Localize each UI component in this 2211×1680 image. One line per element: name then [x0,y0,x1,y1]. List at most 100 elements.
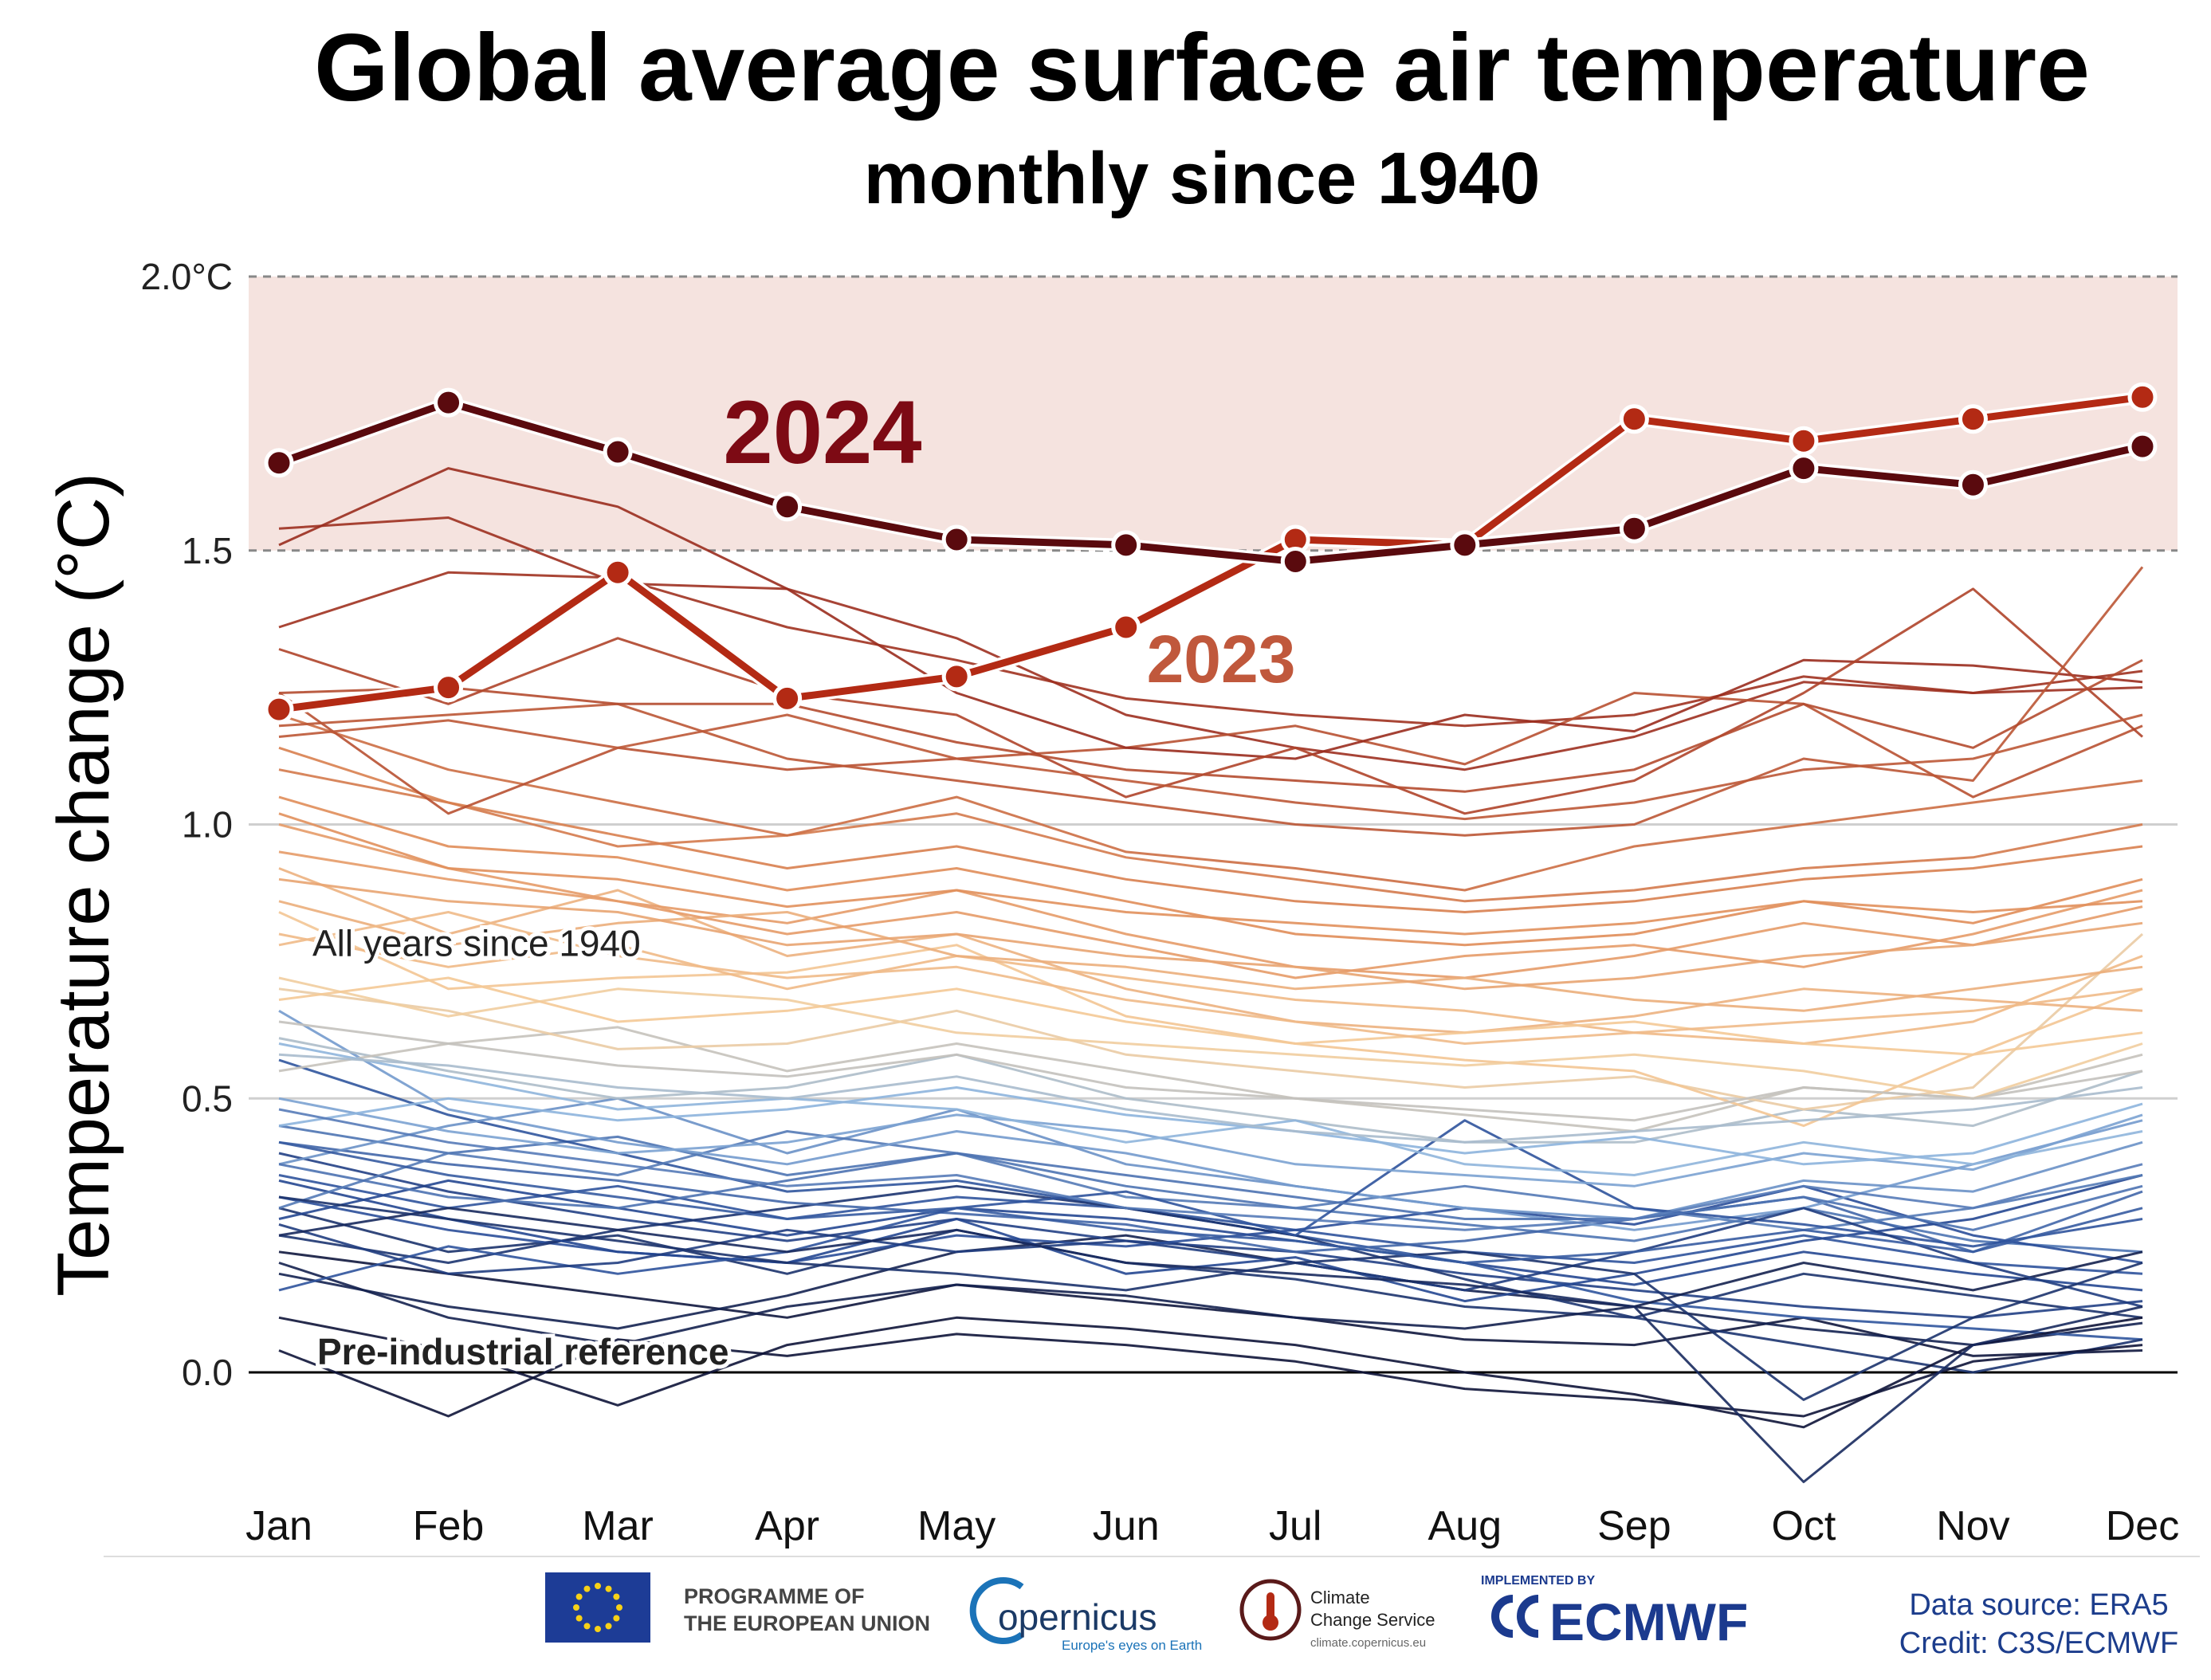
series-line [278,768,2143,903]
eu-star-icon [605,1623,612,1630]
series-line [278,516,2143,771]
x-tick-label: Nov [1936,1503,2009,1549]
point-2024 [941,524,972,555]
point-2024 [1619,513,1649,544]
label-2023: 2023 [1147,622,1296,697]
point-2023 [1619,404,1649,434]
series-line [278,1140,2143,1254]
point-2024 [434,387,464,418]
eu-star-icon [595,1626,601,1632]
copernicus-logo: opernicus Europe's eyes on Earth [969,1577,1202,1653]
series-line [278,932,2144,1111]
point-2024 [1450,530,1480,560]
x-tick-label: Jun [1093,1503,1160,1549]
point-2023 [434,673,464,703]
series-line [278,1125,2143,1254]
series-line-2023 [278,393,2143,713]
series-line [278,692,2143,815]
ecmwf-implemented-by: IMPLEMENTED BY [1481,1574,1595,1588]
series-line [278,1020,2143,1122]
y-tick-label: 1.0 [182,804,233,846]
eu-star-icon [583,1585,591,1592]
series-line [278,976,2143,1100]
y-axis-label: Temperature change (°C) [43,473,124,1297]
x-tick-label: May [917,1503,996,1549]
point-2023 [941,661,972,692]
eu-star-icon [583,1623,591,1630]
series-line [278,571,2143,728]
point-2023 [264,694,294,724]
credit: Credit: C3S/ECMWF [1899,1627,2178,1660]
y-tick-label: 0.0 [182,1352,233,1393]
eu-star-icon [616,1604,622,1611]
x-tick-label: Sep [1597,1503,1671,1549]
series-line [278,1174,2143,1303]
series-line [278,1086,2143,1166]
chart-subtitle: monthly since 1940 [864,138,1541,219]
point-2023 [1958,404,1988,434]
series-line [278,1152,2143,1231]
series-line [278,746,2143,913]
thermometer-icon [1239,1579,1302,1641]
eu-text-line1: PROGRAMME OF [684,1584,865,1608]
series-line [278,911,2143,1045]
series-line [278,1195,2143,1401]
point-2024 [1111,530,1141,560]
pre-industrial-label: Pre-industrial reference [317,1331,728,1372]
series-line [278,1179,2143,1292]
y-tick-label: 2.0°C [140,256,233,297]
series-line [278,976,2143,1056]
c3s-line1: Climate [1310,1588,1370,1607]
x-tick-label: Dec [2106,1503,2179,1549]
x-tick-label: Oct [1771,1503,1836,1549]
copernicus-name: opernicus [998,1596,1157,1638]
eu-star-icon [595,1583,601,1589]
series-line [278,911,2143,1128]
series-line [278,1140,2143,1264]
data-source: Data source: ERA5 [1909,1588,2168,1622]
point-2024 [264,448,294,478]
eu-star-icon [575,1593,583,1600]
series-line [278,713,2143,892]
copernicus-c-icon [969,1577,1024,1644]
series-line [278,658,2143,793]
ecmwf-logo: IMPLEMENTED BY ECMWF [1481,1574,1748,1651]
point-2024 [1958,469,1988,500]
series-line [278,1234,2143,1347]
eu-star-icon [613,1593,620,1600]
eu-text-line2: THE EUROPEAN UNION [684,1611,930,1635]
series-line [278,1130,2143,1231]
series-line [278,900,2143,1012]
threshold-band [249,277,2178,551]
c3s-line2: Change Service [1310,1610,1435,1630]
point-2024 [772,492,803,522]
eu-star-icon [605,1585,612,1592]
series-line [278,1042,2143,1176]
series-line [278,566,2144,837]
series-line [278,1152,2143,1319]
series-line [278,713,2143,821]
x-tick-label: Jul [1269,1503,1321,1549]
x-tick-label: Apr [755,1503,819,1549]
point-2024 [2127,431,2158,461]
series-line [278,850,2143,979]
point-2023 [1111,612,1141,642]
series-line [278,467,2143,760]
point-2023 [1789,426,1819,456]
series-line [278,877,2143,991]
ecmwf-name: ECMWF [1549,1592,1748,1651]
x-tick-label: Jan [245,1503,312,1549]
point-2023 [2127,382,2158,412]
ecmwf-swirl-icon [1491,1595,1539,1638]
copernicus-tagline: Europe's eyes on Earth [1062,1638,1202,1653]
point-2024 [1789,453,1819,484]
series-line [278,587,2143,815]
series-line [278,1184,2143,1374]
series-line [278,1207,2143,1483]
chart-title: Global average surface air temperature [314,14,2090,121]
series-line [278,1010,2143,1231]
x-tick-label: Feb [413,1503,485,1549]
series-line [278,1250,2143,1357]
series-line [278,1108,2143,1231]
y-tick-label: 0.5 [182,1077,233,1119]
